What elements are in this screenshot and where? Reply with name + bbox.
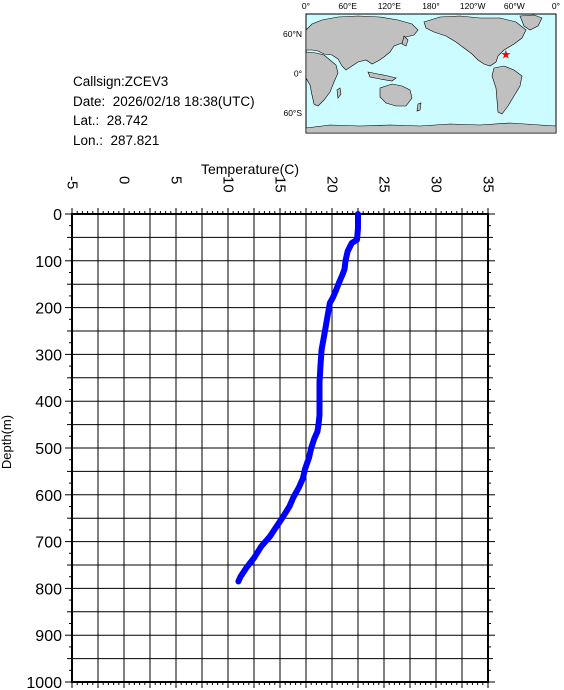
y-tick-label: 800: [35, 581, 62, 598]
y-tick-label: 200: [35, 301, 62, 318]
map-latitude-label: 60°N: [283, 29, 302, 39]
x-tick-label: 25: [376, 176, 393, 193]
x-tick-label: 10: [220, 176, 237, 193]
plot-frame: [71, 213, 489, 683]
map-longitude-label: 0°: [552, 1, 560, 11]
map-longitude-label: 60°W: [504, 1, 525, 11]
map-land-madagascar: [336, 87, 342, 99]
map-land-africa: [305, 51, 339, 107]
map-longitude-labels: 0° 60°E 120°E 180° 120°W 60°W 0°: [302, 1, 560, 11]
world-map: 0° 60°E 120°E 180° 120°W 60°W 0° 60°N 0° 60°S ★: [283, 1, 560, 134]
x-tick-label: 15: [272, 176, 289, 193]
x-tick-label: 35: [480, 176, 497, 193]
map-latitude-label: 60°S: [283, 108, 302, 118]
map-longitude-label: 60°E: [338, 1, 357, 11]
y-tick-label: 300: [35, 347, 62, 364]
y-axis-title: Depth(m): [0, 415, 14, 469]
y-tick-label: 700: [35, 535, 62, 552]
y-tick-label: 100: [35, 254, 62, 271]
map-land-antarctica: [305, 122, 557, 134]
y-tick-label: 500: [35, 441, 62, 458]
x-axis-tick-labels: -5 0 5 10 15 20 25 30 35: [64, 176, 497, 193]
x-tick-label: 30: [428, 176, 445, 193]
longitude-text: Lon.: 287.821: [73, 132, 160, 148]
x-tick-label: -5: [64, 176, 81, 189]
map-land-newzealand: [416, 102, 422, 112]
map-latitude-label: 0°: [294, 69, 302, 79]
y-axis-tick-labels: 0 100 200 300 400 500 600 700 800 900 1000: [26, 207, 62, 690]
date-text: Date: 2026/02/18 18:38(UTC): [73, 93, 255, 109]
x-tick-label: 5: [168, 176, 185, 184]
y-tick-label: 1000: [26, 675, 62, 690]
map-longitude-label: 0°: [302, 1, 310, 11]
y-tick-label: 900: [35, 628, 62, 645]
map-land-eurasia: [305, 15, 419, 71]
profile-info: Callsign:ZCEV3 Date: 2026/02/18 18:38(UT…: [73, 72, 255, 150]
map-land-greenland: [519, 14, 543, 31]
y-tick-label: 0: [53, 207, 62, 224]
map-latitude-labels: 60°N 0° 60°S: [283, 29, 302, 118]
series-line-temperature: [235, 211, 361, 585]
x-axis-title: Temperature(C): [201, 161, 299, 177]
x-tick-label: 0: [116, 176, 133, 184]
map-land-australia: [379, 83, 413, 107]
latitude-text: Lat.: 28.742: [73, 113, 149, 128]
map-land-north-america: [423, 15, 527, 67]
map-longitude-label: 120°E: [378, 1, 402, 11]
map-land-indonesia: [367, 71, 397, 82]
profile-location-marker: ★: [500, 47, 511, 61]
map-longitude-label: 120°W: [460, 1, 486, 11]
x-tick-label: 20: [324, 176, 341, 193]
map-land: [305, 14, 557, 134]
callsign-text: Callsign:ZCEV3: [73, 74, 169, 89]
map-longitude-label: 180°: [422, 1, 440, 11]
y-tick-label: 600: [35, 488, 62, 505]
y-tick-label: 400: [35, 394, 62, 411]
map-land-south-america: [491, 65, 523, 115]
map-land-japan: [401, 35, 409, 47]
chart-grid: [72, 214, 488, 682]
